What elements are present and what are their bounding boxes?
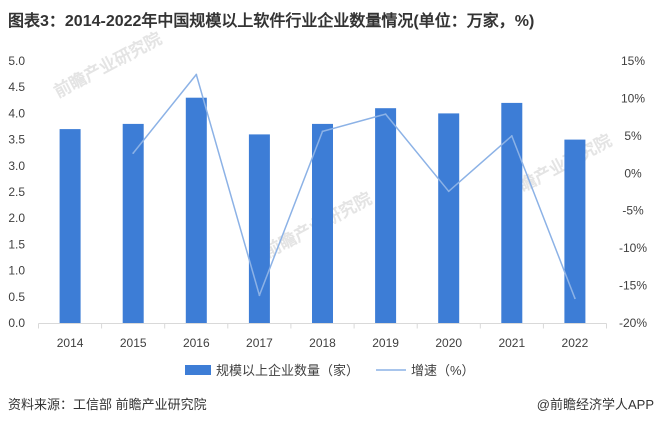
right-axis-tick-label: 15% <box>621 54 645 68</box>
left-axis-tick-label: 1.5 <box>8 237 25 251</box>
left-axis-tick-label: 0.5 <box>8 290 25 304</box>
legend-label-line: 增速（%） <box>411 363 475 378</box>
chart-title: 图表3：2014-2022年中国规模以上软件行业企业数量情况(单位：万家，%) <box>8 11 534 30</box>
bar-2018 <box>312 123 333 324</box>
legend-swatch-bars <box>185 365 211 375</box>
x-axis-tick-label: 2022 <box>562 336 589 350</box>
left-axis-tick-label: 4.0 <box>8 106 25 120</box>
growth-point-2015 <box>132 152 135 155</box>
growth-line-series <box>132 73 576 300</box>
x-axis-tick-label: 2017 <box>246 336 273 350</box>
growth-point-2021 <box>510 135 513 137</box>
bar-2014 <box>59 129 81 323</box>
plot-area: 0.0 0.5 1.0 1.5 2.0 2.5 3.0 3.5 4.0 4.5 5.0 -20% -1… <box>8 54 647 350</box>
right-axis-tick-label: 5% <box>624 129 642 143</box>
bar-2019 <box>375 108 397 323</box>
right-axis-tick-label: -5% <box>622 204 644 218</box>
left-axis-tick-label: 3.0 <box>8 159 25 173</box>
right-axis-tick-label: 0% <box>624 166 642 180</box>
legend-label-bars: 规模以上企业数量（家） <box>216 363 359 378</box>
x-axis-tick-label: 2016 <box>183 336 210 350</box>
growth-point-2022 <box>574 297 576 300</box>
x-axis-tick-label: 2018 <box>309 336 336 350</box>
growth-rate-line <box>132 73 576 299</box>
left-axis-tick-label: 5.0 <box>8 54 25 68</box>
x-axis-tick-label: 2021 <box>498 336 525 350</box>
x-axis-labels: 2014 2015 2016 2017 2018 2019 2020 2021 2022 <box>57 336 589 350</box>
left-axis-tick-label: 0.0 <box>8 316 25 330</box>
brand-label: @前瞻经济学人APP <box>537 397 654 412</box>
legend: 规模以上企业数量（家） 增速（%） <box>185 363 475 378</box>
left-axis-ticks: 0.0 0.5 1.0 1.5 2.0 2.5 3.0 3.5 4.0 4.5 5.0 <box>8 54 25 330</box>
left-axis-tick-label: 2.0 <box>8 211 25 225</box>
bar-2022 <box>564 139 586 323</box>
left-axis-tick-label: 2.5 <box>8 185 25 199</box>
growth-point-2018 <box>321 130 324 133</box>
source-note: 资料来源：工信部 前瞻产业研究院 <box>8 397 207 412</box>
left-axis-tick-label: 3.5 <box>8 133 25 147</box>
bar-2015 <box>122 123 144 324</box>
right-axis-tick-label: -20% <box>619 316 647 330</box>
bar-series <box>59 97 586 324</box>
x-axis-tick-label: 2019 <box>372 336 399 350</box>
x-axis-tick-label: 2020 <box>435 336 462 350</box>
right-axis-tick-label: -15% <box>619 279 647 293</box>
right-axis-tick-label: 10% <box>621 91 645 105</box>
bar-2020 <box>438 113 460 324</box>
x-axis-tick-label: 2014 <box>57 336 84 350</box>
bar-2021 <box>501 102 523 324</box>
growth-point-2019 <box>384 113 387 115</box>
left-axis-tick-label: 1.0 <box>8 264 25 278</box>
bar-2016 <box>185 97 207 323</box>
right-axis-tick-label: -10% <box>619 241 647 255</box>
left-axis-tick-label: 4.5 <box>8 80 25 94</box>
x-axis <box>38 323 607 329</box>
growth-point-2017 <box>258 294 261 297</box>
right-axis-ticks: -20% -15% -10% -5% 0% 5% 10% 15% <box>619 54 647 330</box>
x-axis-tick-label: 2015 <box>120 336 147 350</box>
growth-point-2020 <box>447 190 450 193</box>
growth-point-2016 <box>195 73 198 76</box>
